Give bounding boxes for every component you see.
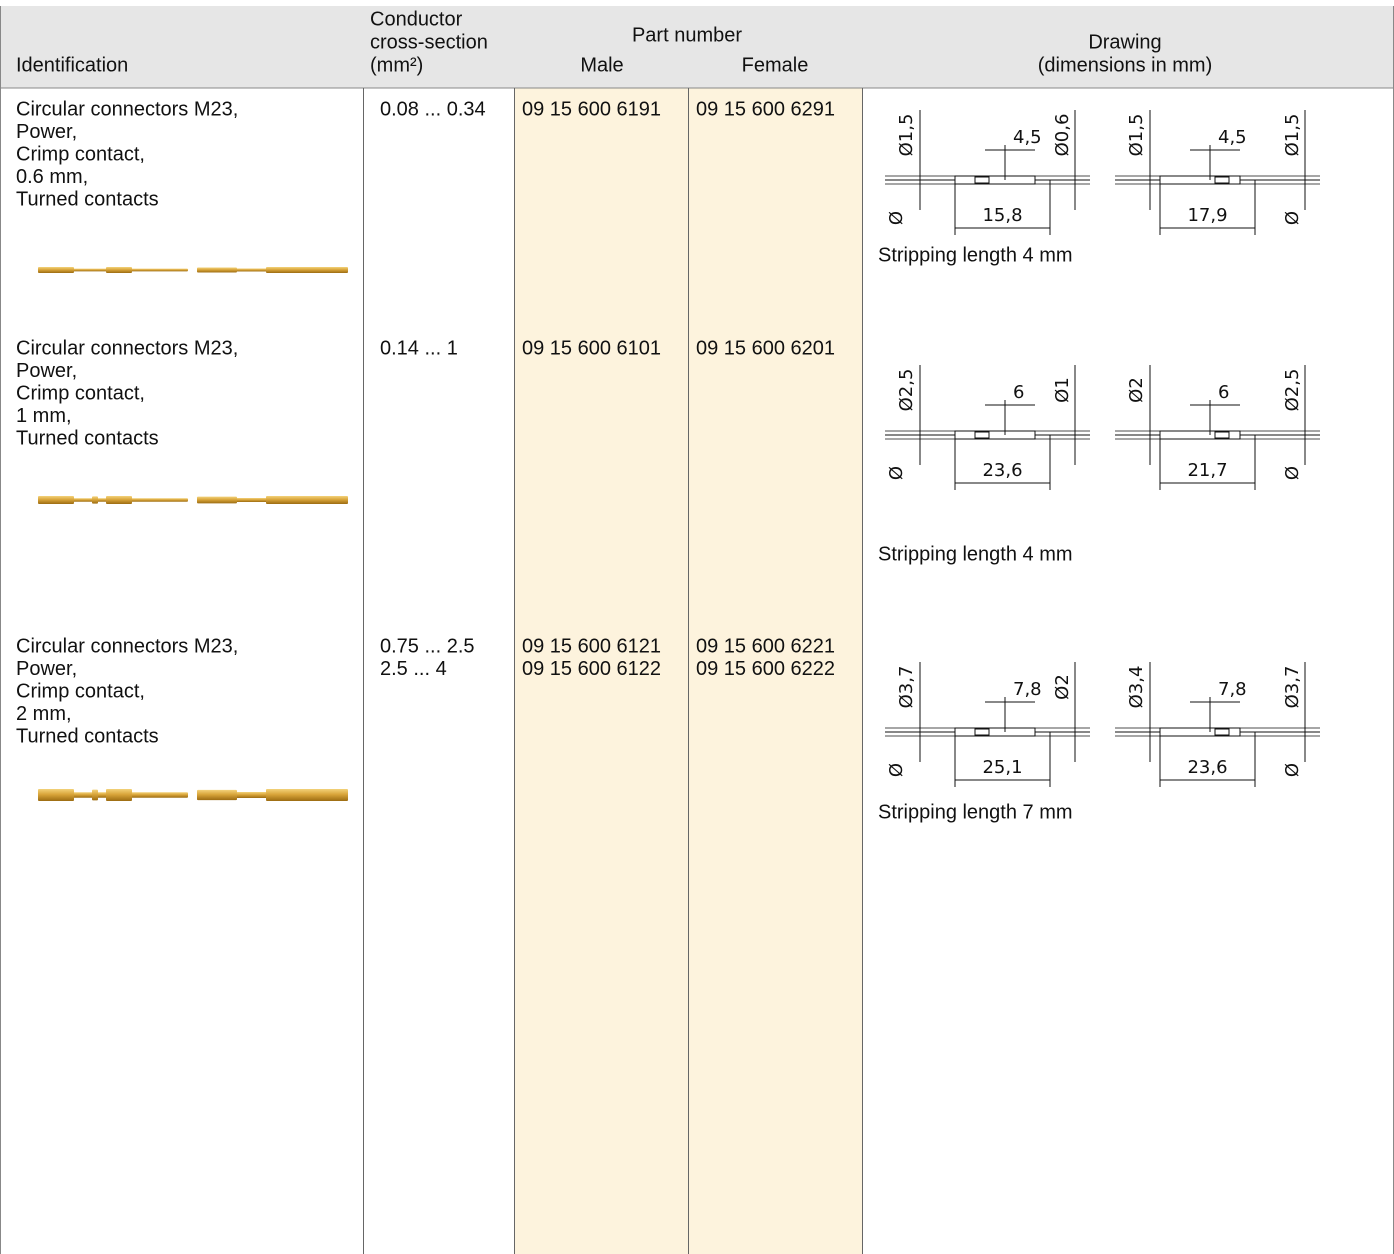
dimension-label: Ø (1282, 466, 1303, 480)
contact-photo (197, 267, 237, 273)
header-band (0, 6, 1394, 88)
female-part-cell: 09 15 600 6222 (696, 658, 835, 680)
contact-photo (106, 496, 132, 504)
identification-cell: Circular connectors M23, (16, 98, 238, 120)
contact-outline (1159, 430, 1241, 440)
dimension-label: Ø0,6 (1052, 114, 1073, 157)
dimension-label: Ø1,5 (1126, 114, 1147, 157)
header-cell: Male (580, 54, 623, 76)
dimension-label: 25,1 (982, 757, 1022, 778)
cross-section-cell: 2.5 ... 4 (380, 658, 447, 680)
identification-cell: Turned contacts (16, 188, 159, 210)
male-part-cell: 09 15 600 6191 (522, 98, 661, 120)
dimension-label: Ø2 (1052, 674, 1073, 700)
identification-cell: Crimp contact, (16, 382, 145, 404)
header-cell: Conductor (370, 8, 463, 30)
cross-section-cell: 0.75 ... 2.5 (380, 635, 475, 657)
header-cell: Female (742, 54, 809, 76)
cross-section-cell: 0.14 ... 1 (380, 337, 458, 359)
identification-cell: 0.6 mm, (16, 166, 88, 188)
female-part-cell: 09 15 600 6291 (696, 98, 835, 120)
contact-photo (197, 789, 237, 801)
dimension-label: 21,7 (1187, 460, 1227, 481)
header-cell: (dimensions in mm) (1038, 54, 1212, 76)
identification-cell: Power, (16, 360, 77, 382)
contact-outline (954, 430, 1036, 440)
identification-cell: 2 mm, (16, 703, 72, 725)
contact-photo (197, 496, 237, 504)
dimension-label: Ø2,5 (896, 369, 917, 412)
header-cell: Drawing (1088, 31, 1161, 53)
contact-outline (1214, 176, 1230, 184)
stripping-length: Stripping length 4 mm (878, 244, 1073, 266)
dimension-label: Ø3,7 (1282, 666, 1303, 709)
dimension-label: Ø1,5 (896, 114, 917, 157)
header-cell: Identification (16, 54, 128, 76)
female-part-cell: 09 15 600 6201 (696, 337, 835, 359)
contact-photo (266, 267, 348, 273)
male-part-cell: 09 15 600 6122 (522, 658, 661, 680)
dimension-label: 4,5 (1013, 127, 1042, 148)
contact-outline (954, 727, 1036, 737)
dimension-label: Ø (886, 763, 907, 777)
dimension-label: Ø3,4 (1126, 666, 1147, 709)
identification-cell: Crimp contact, (16, 143, 145, 165)
cross-section-cell: 0.08 ... 0.34 (380, 98, 486, 120)
contact-photo (38, 267, 74, 273)
identification-cell: Circular connectors M23, (16, 337, 238, 359)
female-part-cell: 09 15 600 6221 (696, 635, 835, 657)
dimension-label: Ø (886, 466, 907, 480)
contact-outline (1214, 431, 1230, 439)
dimension-label: Ø1,5 (1282, 114, 1303, 157)
stripping-length: Stripping length 4 mm (878, 543, 1073, 565)
dimension-label: 15,8 (982, 205, 1022, 226)
contact-outline (1159, 727, 1241, 737)
identification-cell: Circular connectors M23, (16, 635, 238, 657)
identification-cell: Power, (16, 658, 77, 680)
stripping-length: Stripping length 7 mm (878, 801, 1073, 823)
contact-photo (106, 789, 132, 801)
dimension-label: 7,8 (1013, 679, 1042, 700)
identification-cell: Crimp contact, (16, 680, 145, 702)
contact-outline (974, 728, 990, 736)
identification-cell: Turned contacts (16, 725, 159, 747)
dimension-label: Ø (1282, 211, 1303, 225)
contact-photo (92, 496, 98, 504)
dimension-label: Ø1 (1052, 377, 1073, 403)
header-cell: cross-section (370, 31, 488, 53)
contact-photo (38, 496, 74, 504)
dimension-label: Ø2,5 (1282, 369, 1303, 412)
dimension-label: Ø2 (1126, 377, 1147, 403)
contact-outline (1214, 728, 1230, 736)
dimension-label: Ø (1282, 763, 1303, 777)
contact-photo (266, 496, 348, 504)
contact-outline (1159, 175, 1241, 185)
dimension-label: 7,8 (1218, 679, 1247, 700)
contact-outline (974, 431, 990, 439)
dimension-label: 6 (1013, 382, 1024, 403)
contact-outline (954, 175, 1036, 185)
header-cell: (mm²) (370, 54, 423, 76)
contact-outline (974, 176, 990, 184)
male-part-cell: 09 15 600 6121 (522, 635, 661, 657)
identification-cell: 1 mm, (16, 405, 72, 427)
male-part-cell: 09 15 600 6101 (522, 337, 661, 359)
contact-photo (38, 789, 74, 801)
identification-cell: Power, (16, 121, 77, 143)
dimension-label: Ø3,7 (896, 666, 917, 709)
header-cell: Part number (632, 24, 742, 46)
contact-photo (106, 267, 132, 273)
dimension-label: 4,5 (1218, 127, 1247, 148)
contact-photo (266, 789, 348, 801)
dimension-label: 23,6 (982, 460, 1022, 481)
dimension-label: Ø (886, 211, 907, 225)
dimension-label: 6 (1218, 382, 1229, 403)
dimension-label: 23,6 (1187, 757, 1227, 778)
dimension-label: 17,9 (1187, 205, 1227, 226)
identification-cell: Turned contacts (16, 427, 159, 449)
contact-photo (92, 789, 98, 801)
